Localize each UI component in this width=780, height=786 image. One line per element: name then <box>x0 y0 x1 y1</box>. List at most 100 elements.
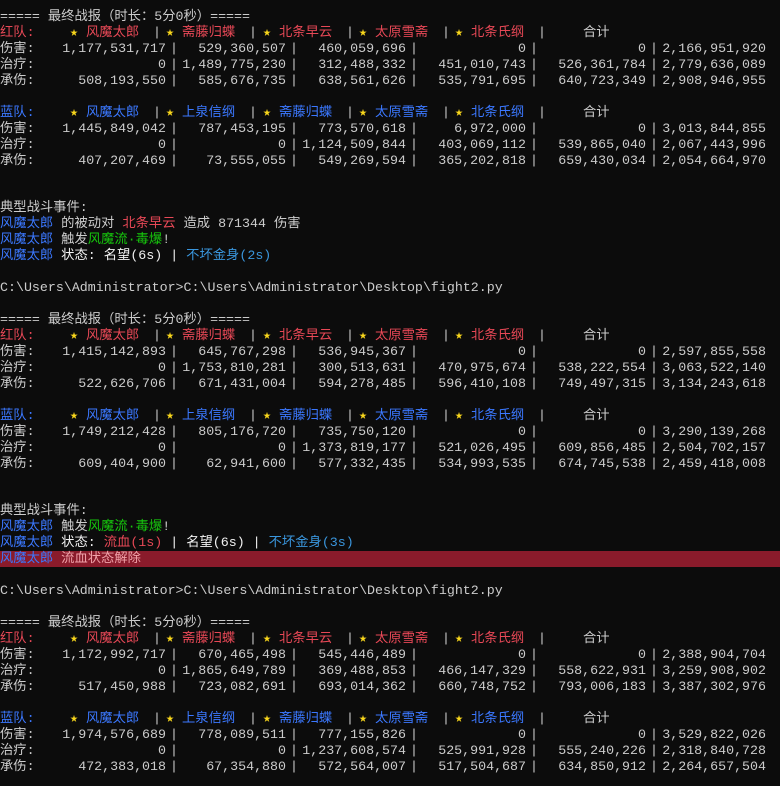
row-label: 承伤: <box>0 152 35 168</box>
row-label: 伤害: <box>0 40 35 56</box>
team-label: 蓝队: <box>0 104 35 120</box>
star: ★ <box>70 407 79 423</box>
star: ★ <box>166 104 175 120</box>
stat-value: 558,622,931 <box>558 662 646 678</box>
events-title: 典型战斗事件: <box>0 503 88 519</box>
stat-value: 0 <box>638 40 646 56</box>
stat-value: 0 <box>158 662 166 678</box>
stat-value: 1,237,608,574 <box>302 742 406 758</box>
star: ★ <box>263 710 272 726</box>
stat-value: 451,010,743 <box>438 56 526 72</box>
star: ★ <box>166 328 175 343</box>
stat-value: 0 <box>518 647 526 662</box>
event-segment: 风魔流·毒爆 <box>87 232 163 248</box>
member-name: 北条早云 <box>279 328 333 343</box>
separator: | <box>650 120 658 136</box>
stat-value: 0 <box>278 439 286 455</box>
separator: | <box>650 72 658 88</box>
separator: | <box>650 662 658 678</box>
separator: | <box>153 24 161 40</box>
separator: | <box>170 152 178 168</box>
stat-value: 638,561,626 <box>318 72 406 88</box>
banner: ===== 最终战报（时长：5分0秒）===== <box>0 9 250 24</box>
stat-value: 660,748,752 <box>438 678 526 694</box>
stat-value: 777,155,826 <box>318 726 406 742</box>
stat-value: 517,504,687 <box>438 758 526 774</box>
star: ★ <box>263 328 272 343</box>
total-label: 合计 <box>583 407 610 423</box>
separator: | <box>538 710 546 726</box>
separator: | <box>530 40 538 56</box>
stat-value: 312,488,332 <box>318 56 406 72</box>
member-name: 北条氏纲 <box>471 104 525 120</box>
separator: | <box>650 375 658 391</box>
stat-value: 535,791,695 <box>438 72 526 88</box>
separator: | <box>650 152 658 168</box>
separator: | <box>290 439 298 455</box>
member-name: 太原雪斋 <box>375 631 429 647</box>
member-name: 太原雪斋 <box>375 328 429 343</box>
stat-value: 300,513,631 <box>318 359 406 375</box>
stat-value: 365,202,818 <box>438 152 526 168</box>
event-segment: 风魔太郎 <box>0 519 54 535</box>
star: ★ <box>359 407 368 423</box>
row-label: 治疗: <box>0 136 35 152</box>
stat-value: 577,332,435 <box>318 455 406 471</box>
star: ★ <box>166 631 175 647</box>
separator: | <box>170 742 178 758</box>
team-label: 红队: <box>0 24 35 40</box>
separator: | <box>290 423 298 439</box>
separator: | <box>153 104 161 120</box>
banner: ===== 最终战报（时长：5分0秒）===== <box>0 312 250 328</box>
stat-value: 2,264,657,504 <box>662 758 766 774</box>
star: ★ <box>70 710 79 726</box>
separator: | <box>249 710 257 726</box>
event-segment: 造成 871344 伤害 <box>175 216 301 232</box>
separator: | <box>170 423 178 439</box>
star: ★ <box>455 104 464 120</box>
separator: | <box>530 343 538 359</box>
stat-value: 1,177,531,717 <box>62 40 166 56</box>
separator: | <box>249 104 257 120</box>
stat-value: 585,676,735 <box>198 72 286 88</box>
separator: | <box>290 56 298 72</box>
separator: | <box>410 359 418 375</box>
stat-value: 1,749,212,428 <box>62 423 166 439</box>
stat-value: 693,014,362 <box>318 678 406 694</box>
separator: | <box>410 136 418 152</box>
separator: | <box>170 136 178 152</box>
separator: | <box>153 407 161 423</box>
stat-value: 0 <box>638 423 646 439</box>
member-name: 北条早云 <box>279 631 333 647</box>
separator: | <box>346 710 354 726</box>
stat-value: 538,222,554 <box>558 359 646 375</box>
separator: | <box>153 631 161 647</box>
member-name: 太原雪斋 <box>375 407 429 423</box>
event-line: 风魔太郎 流血状态解除 <box>0 551 141 567</box>
star: ★ <box>359 631 368 647</box>
stat-value: 609,856,485 <box>558 439 646 455</box>
member-name: 斋藤归蝶 <box>279 104 333 120</box>
separator: | <box>170 678 178 694</box>
separator: | <box>530 72 538 88</box>
stat-value: 634,850,912 <box>558 758 646 774</box>
stat-value: 1,415,142,893 <box>62 343 166 359</box>
stat-value: 674,745,538 <box>558 455 646 471</box>
stat-value: 407,207,469 <box>78 152 166 168</box>
event-segment: 状态: 名望(6s) | <box>53 248 187 264</box>
stat-value: 3,259,908,902 <box>662 662 766 678</box>
stat-value: 466,147,329 <box>438 662 526 678</box>
star: ★ <box>455 328 464 343</box>
stat-value: 369,488,853 <box>318 662 406 678</box>
member-name: 风魔太郎 <box>86 24 140 40</box>
separator: | <box>346 24 354 40</box>
member-name: 风魔太郎 <box>86 710 140 726</box>
separator: | <box>410 56 418 72</box>
event-segment: 的被动对 <box>53 216 123 232</box>
star: ★ <box>455 631 464 647</box>
separator: | <box>530 120 538 136</box>
star: ★ <box>263 24 272 40</box>
separator: | <box>249 631 257 647</box>
separator: | <box>538 104 546 120</box>
event-segment: 流血状态解除 <box>61 551 141 567</box>
